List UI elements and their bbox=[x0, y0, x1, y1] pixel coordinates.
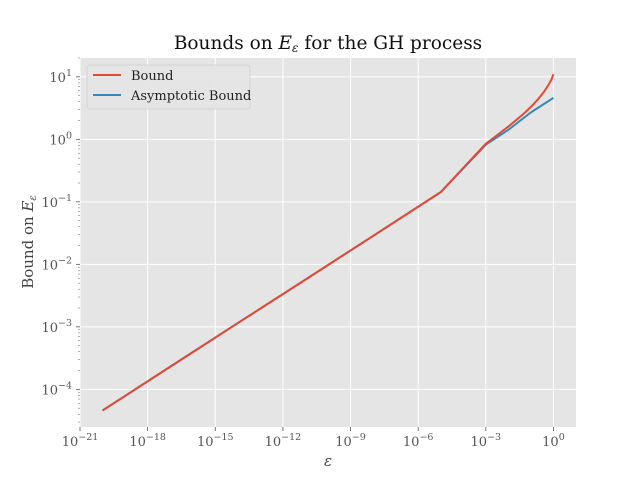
plot-background bbox=[80, 58, 576, 427]
x-tick-label-base: 10 bbox=[471, 435, 488, 450]
y-tick-label-exponent: −2 bbox=[58, 255, 72, 266]
x-tick-label-exponent: −6 bbox=[419, 432, 433, 443]
y-tick-label-exponent: −3 bbox=[58, 318, 72, 329]
y-axis-label-prefix: Bound on bbox=[19, 212, 37, 289]
legend-label-bound: Bound bbox=[131, 69, 173, 84]
x-tick-label: 10−21 bbox=[62, 432, 99, 450]
x-tick-label-exponent: −9 bbox=[352, 432, 366, 443]
y-tick-label-exponent: 1 bbox=[66, 68, 72, 79]
x-tick-label: 10−18 bbox=[129, 432, 166, 450]
x-tick-label: 10−9 bbox=[335, 432, 366, 450]
y-tick-label-base: 10 bbox=[41, 321, 58, 336]
y-tick-label: 101 bbox=[49, 68, 72, 86]
x-tick-label: 10−15 bbox=[197, 432, 234, 450]
legend-label-asymptotic-bound: Asymptotic Bound bbox=[130, 89, 251, 104]
series-lines bbox=[102, 73, 555, 412]
chart-title-symbol-sub: ε bbox=[292, 41, 298, 55]
y-tick-label-exponent: −1 bbox=[58, 193, 72, 204]
y-tick-label-base: 10 bbox=[41, 258, 58, 273]
x-axis-label: ε bbox=[324, 452, 332, 470]
chart-title-suffix: for the GH process bbox=[299, 33, 483, 54]
x-tick-label-exponent: −15 bbox=[214, 432, 234, 443]
x-tick-label-exponent: 0 bbox=[559, 432, 565, 443]
x-tick-label-base: 10 bbox=[542, 435, 559, 450]
y-axis-label-symbol: E bbox=[19, 201, 37, 213]
x-tick-label: 100 bbox=[542, 432, 565, 450]
y-tick-label: 10−1 bbox=[41, 193, 72, 211]
x-tick-label: 10−6 bbox=[403, 432, 434, 450]
x-tick-label-exponent: −12 bbox=[281, 432, 301, 443]
legend-box bbox=[86, 64, 251, 110]
y-tick-label: 100 bbox=[49, 130, 72, 148]
y-tick-label: 10−3 bbox=[41, 318, 72, 336]
x-tick-label: 10−12 bbox=[265, 432, 302, 450]
x-tick-label-exponent: −3 bbox=[487, 432, 501, 443]
y-tick-label-base: 10 bbox=[41, 196, 58, 211]
x-tick-label: 10−3 bbox=[471, 432, 502, 450]
chart-title: Bounds on Eε for the GH process bbox=[174, 33, 482, 55]
y-tick-label-base: 10 bbox=[49, 71, 66, 86]
legend: Bound Asymptotic Bound bbox=[86, 64, 251, 110]
x-tick-label-base: 10 bbox=[403, 435, 420, 450]
y-axis-label: Bound on Eε bbox=[19, 195, 39, 289]
x-tick-label-base: 10 bbox=[335, 435, 352, 450]
y-tick-label-base: 10 bbox=[41, 383, 58, 398]
x-tick-label-base: 10 bbox=[62, 435, 79, 450]
x-tick-label-exponent: −21 bbox=[78, 432, 98, 443]
series-bound-line bbox=[102, 73, 555, 412]
y-tick-label: 10−2 bbox=[41, 255, 72, 273]
y-tick-label-base: 10 bbox=[49, 133, 66, 148]
y-tick-label-exponent: 0 bbox=[66, 130, 72, 141]
y-tick-label: 10−4 bbox=[41, 380, 72, 398]
chart-title-prefix: Bounds on bbox=[174, 33, 279, 54]
x-tick-label-base: 10 bbox=[129, 435, 146, 450]
y-tick-label-exponent: −4 bbox=[58, 380, 72, 391]
chart-title-symbol: E bbox=[278, 33, 293, 54]
x-tick-labels: 10−21 10−18 10−15 10−12 10−9 10−6 10−3 100 bbox=[62, 427, 565, 450]
x-tick-label-exponent: −18 bbox=[146, 432, 166, 443]
x-tick-label-base: 10 bbox=[197, 435, 214, 450]
y-axis-label-symbol-sub: ε bbox=[28, 195, 39, 200]
x-tick-label-base: 10 bbox=[265, 435, 282, 450]
